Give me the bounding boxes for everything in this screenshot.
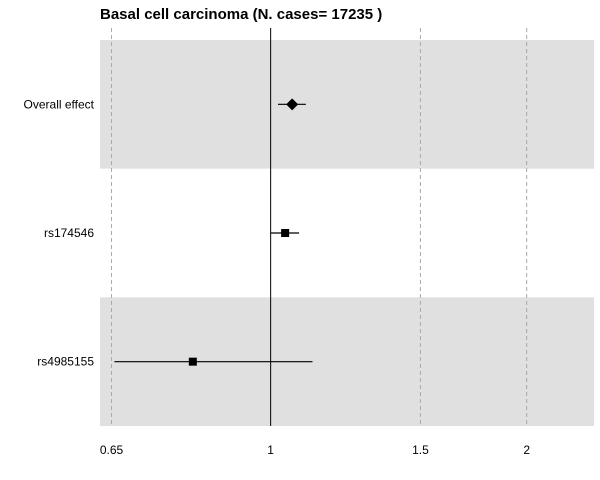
x-tick-label: 1.5 bbox=[412, 443, 429, 457]
x-tick-label: 0.65 bbox=[100, 443, 124, 457]
row-label: rs4985155 bbox=[37, 355, 94, 369]
chart-title: Basal cell carcinoma (N. cases= 17235 ) bbox=[100, 6, 382, 23]
estimate-marker bbox=[188, 357, 197, 366]
row-band bbox=[100, 40, 594, 169]
estimate-marker bbox=[286, 98, 299, 111]
estimate-marker bbox=[281, 229, 290, 237]
x-tick-label: 1 bbox=[267, 443, 274, 457]
row-label: rs174546 bbox=[44, 226, 94, 240]
x-tick-label: 2 bbox=[523, 443, 530, 457]
row-label: Overall effect bbox=[24, 97, 95, 111]
